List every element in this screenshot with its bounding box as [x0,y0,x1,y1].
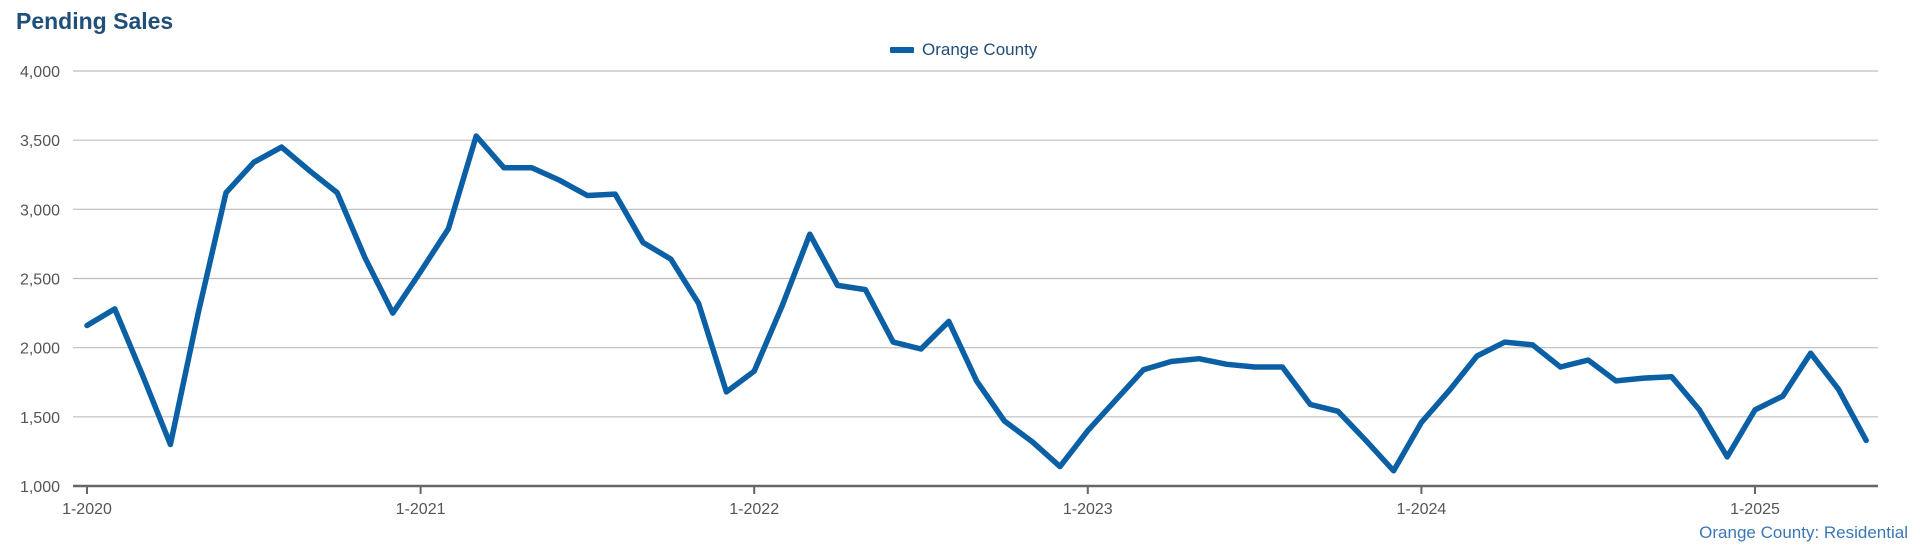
x-tick-label: 1-2024 [1396,501,1446,518]
y-tick-label: 3,500 [20,133,60,150]
x-tick-label: 1-2025 [1730,501,1780,518]
x-tick-label: 1-2022 [729,501,779,518]
legend: Orange County [890,40,1037,60]
x-tick-label: 1-2020 [62,501,112,518]
y-tick-label: 3,000 [20,202,60,219]
y-tick-label: 1,000 [20,479,60,496]
y-tick-label: 1,500 [20,410,60,427]
footer-note: Orange County: Residential [1699,523,1908,542]
x-tick-label: 1-2021 [396,501,446,518]
y-tick-label: 2,000 [20,341,60,358]
x-tick-label: 1-2023 [1063,501,1113,518]
series-line-orange-county [84,133,1869,474]
legend-label: Orange County [922,40,1038,59]
y-tick-label: 4,000 [20,64,60,81]
y-tick-label: 2,500 [20,272,60,289]
chart-title: Pending Sales [16,8,174,34]
legend-swatch [890,47,914,53]
